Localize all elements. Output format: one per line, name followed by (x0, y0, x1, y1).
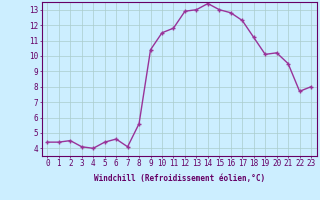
X-axis label: Windchill (Refroidissement éolien,°C): Windchill (Refroidissement éolien,°C) (94, 174, 265, 183)
